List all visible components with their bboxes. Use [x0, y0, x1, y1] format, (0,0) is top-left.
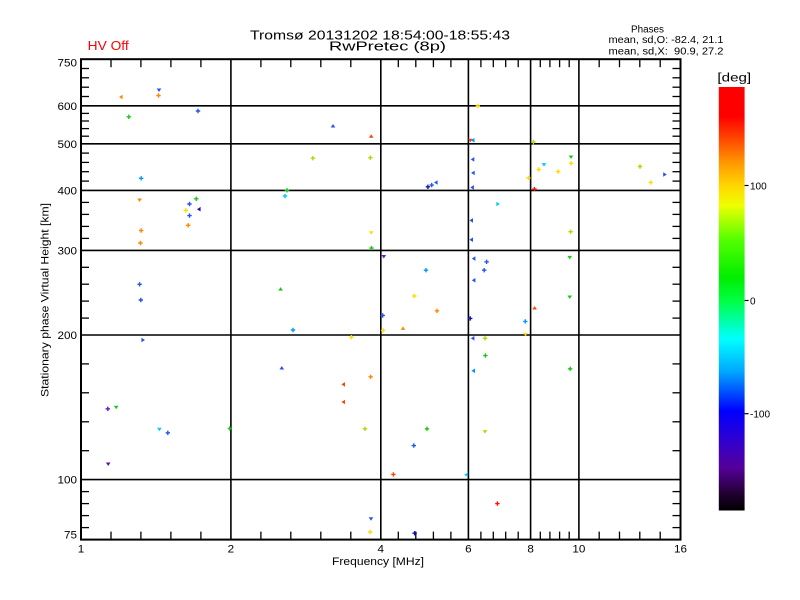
svg-text:Frequency [MHz]: Frequency [MHz] [332, 556, 424, 568]
svg-text:RwPretec (8p): RwPretec (8p) [329, 39, 446, 54]
svg-text:Phases: Phases [631, 24, 664, 35]
svg-text:75: 75 [64, 530, 77, 542]
svg-text:500: 500 [58, 139, 78, 151]
svg-text:750: 750 [58, 58, 78, 70]
svg-text:HV Off: HV Off [88, 38, 129, 53]
svg-text:Tromsø 20131202 18:54:00-18:55: Tromsø 20131202 18:54:00-18:55:43 [250, 27, 510, 42]
svg-text:mean, sd,O: -82.4, 21.1: mean, sd,O: -82.4, 21.1 [609, 35, 724, 46]
svg-text:0: 0 [750, 297, 756, 308]
svg-text:10: 10 [572, 544, 585, 556]
svg-text:Stationary phase Virtual Heigh: Stationary phase Virtual Height [km] [40, 203, 52, 397]
svg-text:600: 600 [58, 101, 78, 113]
svg-text:2: 2 [228, 544, 235, 556]
svg-text:mean, sd,X: 90.9, 27.2: mean, sd,X: 90.9, 27.2 [609, 47, 724, 58]
svg-text:100: 100 [58, 475, 78, 487]
svg-text:-100: -100 [750, 410, 770, 421]
svg-text:1: 1 [78, 544, 85, 556]
svg-text:16: 16 [674, 544, 687, 556]
svg-text:300: 300 [58, 246, 78, 258]
svg-text:4: 4 [378, 544, 385, 556]
svg-text:200: 200 [58, 330, 78, 342]
svg-text:6: 6 [465, 544, 472, 556]
svg-text:100: 100 [750, 182, 767, 193]
svg-text:8: 8 [527, 544, 534, 556]
svg-text:400: 400 [58, 186, 78, 198]
svg-text:[deg]: [deg] [717, 73, 751, 85]
